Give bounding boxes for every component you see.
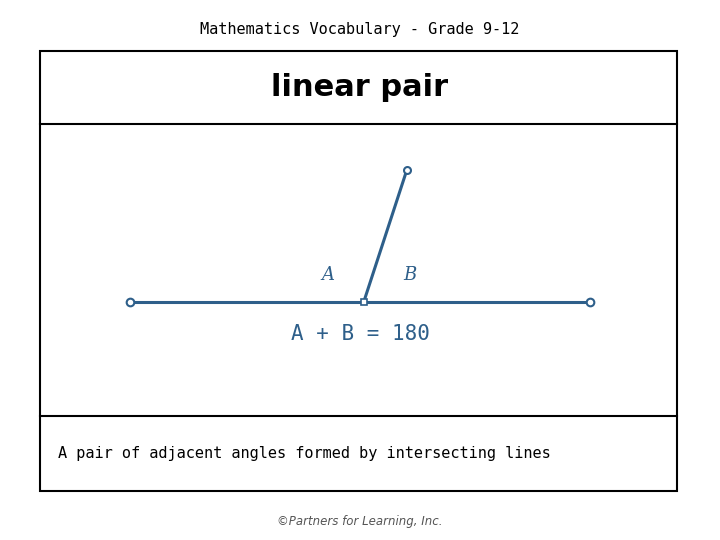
Text: A pair of adjacent angles formed by intersecting lines: A pair of adjacent angles formed by inte… — [58, 446, 550, 461]
Text: A: A — [321, 266, 334, 285]
Bar — [40, 51, 677, 491]
Text: B: B — [404, 266, 417, 285]
Text: linear pair: linear pair — [271, 73, 449, 102]
Text: A + B = 180: A + B = 180 — [291, 324, 429, 344]
Text: ©Partners for Learning, Inc.: ©Partners for Learning, Inc. — [277, 515, 443, 528]
Text: Mathematics Vocabulary - Grade 9-12: Mathematics Vocabulary - Grade 9-12 — [200, 22, 520, 37]
